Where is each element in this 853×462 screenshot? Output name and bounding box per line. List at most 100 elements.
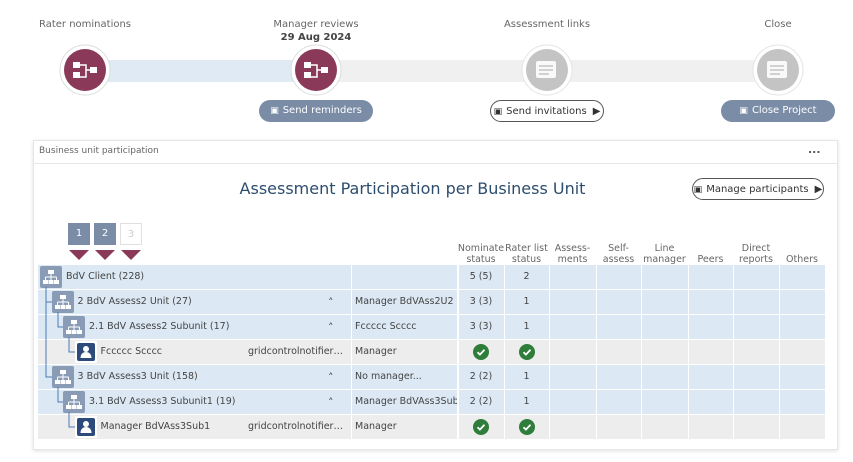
tree-connector [57, 387, 64, 403]
collapse-chevron[interactable]: ˄ [328, 296, 334, 309]
status-check [518, 344, 535, 360]
status-cell [550, 340, 596, 364]
status-cell [550, 265, 596, 289]
row-name[interactable]: 3 BdV Assess3 Unit (158) [77, 371, 198, 382]
collapse-chevron[interactable]: ˄ [328, 321, 334, 334]
progress-track [85, 60, 778, 82]
row-name[interactable]: 3.1 BdV Assess3 Subunit1 (19) [89, 396, 236, 407]
status-cell [689, 315, 733, 339]
panel-heading: Assessment Participation per Business Un… [239, 179, 586, 198]
status-cell [689, 415, 733, 439]
status-value: 1 [523, 396, 530, 407]
status-value: 2 (2) [469, 371, 493, 382]
row-name[interactable]: BdV Client (228) [66, 271, 145, 282]
step-icon [752, 44, 804, 96]
step-button[interactable]: ▣ Send invitations ▶ [490, 100, 604, 122]
column-header: Nominate status [457, 243, 505, 265]
row-name[interactable]: Fccccc Scccc [100, 346, 163, 357]
step-label: Rater nominations [38, 19, 132, 30]
status-cell [642, 365, 688, 389]
name-cell [38, 315, 351, 339]
level-button[interactable]: 1 [68, 223, 90, 245]
manage-button[interactable]: ▣ Manage participants ▶ [692, 178, 824, 200]
status-cell [780, 365, 825, 389]
status-cell [505, 365, 549, 389]
manager-cell [352, 415, 457, 439]
collapse-chevron[interactable]: ˄ [328, 396, 334, 409]
row-manager: Manager [355, 421, 397, 432]
step-label: Manager reviews [273, 19, 359, 30]
status-cell [642, 415, 688, 439]
button-icon: ▣ [693, 185, 703, 195]
name-cell [38, 365, 351, 389]
level-arrow [69, 250, 89, 260]
status-cell [780, 290, 825, 314]
row-name[interactable]: 2.1 BdV Assess2 Subunit (17) [89, 321, 230, 332]
button-icon: ▣ [270, 106, 279, 116]
column-header: Assess-ments [554, 243, 591, 265]
status-cell [597, 415, 641, 439]
button-icon: ▣ [493, 107, 503, 117]
status-value: 1 [523, 371, 530, 382]
button-text: Manage participants [706, 184, 809, 195]
button-icon: ▣ [739, 106, 748, 116]
unit-icon [40, 266, 62, 288]
button-text: Send reminders [282, 105, 362, 116]
person-icon [74, 341, 97, 363]
level-button[interactable]: 3 [120, 223, 142, 245]
button-arrow: ▶ [592, 106, 601, 117]
step-label: Close [764, 19, 792, 30]
status-cell [734, 415, 779, 439]
status-cell [689, 265, 733, 289]
status-cell [459, 290, 504, 314]
status-check [518, 419, 535, 435]
row-name[interactable]: Manager BdVAss3Sub1 [100, 421, 211, 432]
manager-cell [352, 315, 457, 339]
row-manager: Manager [355, 346, 397, 357]
step-button[interactable]: ▣ Close Project [721, 100, 835, 122]
status-cell [550, 415, 596, 439]
column-header: Line manager [643, 243, 686, 265]
column-header: Self-assess [602, 243, 635, 265]
status-cell [780, 315, 825, 339]
column-header: Rater list status [505, 243, 548, 265]
status-cell [597, 290, 641, 314]
level-arrow [121, 250, 141, 260]
status-value: 3 (3) [469, 321, 493, 332]
unit-icon [63, 391, 85, 413]
status-cell [642, 340, 688, 364]
button-arrow: ▶ [814, 184, 823, 195]
status-cell [780, 265, 825, 289]
name-cell [38, 290, 351, 314]
tree-connector [57, 312, 64, 328]
manager-cell [352, 265, 457, 289]
status-cell [689, 390, 733, 414]
status-cell [597, 315, 641, 339]
status-cell [780, 415, 825, 439]
status-cell [505, 290, 549, 314]
level-arrow [95, 250, 115, 260]
step-button[interactable]: ▣ Send reminders [259, 100, 373, 122]
status-cell [734, 390, 779, 414]
status-cell [597, 265, 641, 289]
column-header: Peers [697, 254, 724, 265]
status-check [473, 419, 489, 435]
status-cell [780, 340, 825, 364]
panel-menu[interactable]: ... [808, 143, 821, 156]
manager-cell [352, 390, 457, 414]
status-value: 1 [523, 321, 530, 332]
row-email: gridcontrolnotifier+B… [248, 421, 350, 432]
level-button[interactable]: 2 [94, 223, 116, 245]
status-value: 2 [523, 271, 530, 282]
step-icon [290, 44, 342, 96]
step-icon [521, 44, 573, 96]
row-manager: Fccccc Scccc [355, 321, 417, 332]
name-cell [38, 390, 351, 414]
row-name[interactable]: 2 BdV Assess2 Unit (27) [77, 296, 192, 307]
row-email: gridcontrolnotifier+c… [248, 346, 350, 357]
collapse-chevron[interactable]: ˄ [328, 371, 334, 384]
status-cell [734, 365, 779, 389]
button-text: Close Project [751, 105, 817, 116]
row-manager: Manager BdVAss3Sub1 [355, 396, 457, 407]
